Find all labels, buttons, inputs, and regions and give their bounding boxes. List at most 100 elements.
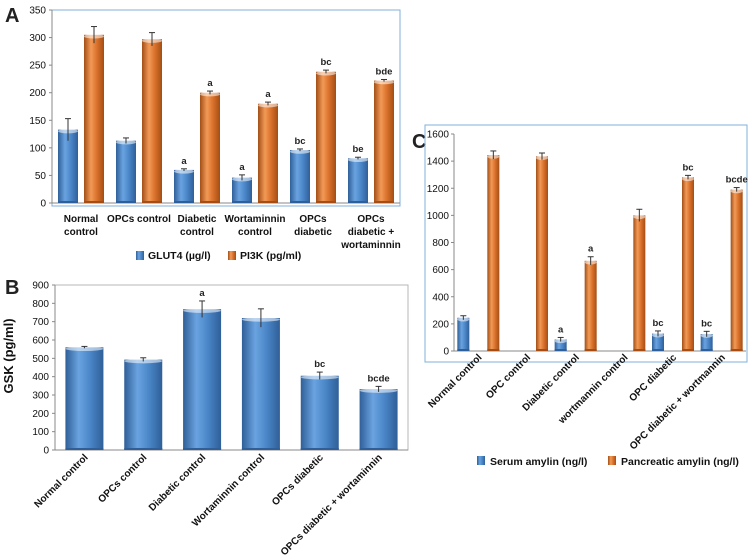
panel-b-bar bbox=[183, 309, 222, 450]
panel-a-bar bbox=[142, 39, 162, 204]
panel-a-bar-base bbox=[200, 201, 220, 203]
legend-glut4-label: GLUT4 (µg/l) bbox=[148, 250, 211, 262]
panel-b-bar-base bbox=[300, 448, 339, 450]
panel-c-bar-base bbox=[633, 349, 646, 351]
panel-a-bar bbox=[290, 150, 310, 203]
panel-a-significance-label: a bbox=[239, 162, 245, 173]
panel-a-letter: A bbox=[5, 5, 19, 27]
panel-a-ytick-label: 50 bbox=[35, 171, 47, 182]
panel-a-bar-base bbox=[348, 201, 368, 203]
panel-a-bar-cap bbox=[290, 149, 310, 154]
panel-b-ytick-label: 100 bbox=[32, 427, 49, 438]
panel-b-category-label: OPCs diabetic bbox=[270, 452, 326, 508]
panel-b-ytick-label: 400 bbox=[32, 372, 49, 383]
panel-c-significance-label: a bbox=[588, 244, 594, 255]
panel-c-bar bbox=[554, 339, 567, 351]
panel-a-significance-label: bc bbox=[294, 136, 305, 147]
panel-b-ytick-label: 700 bbox=[32, 317, 49, 328]
panel-b-bar bbox=[359, 389, 398, 450]
panel-a-category-label: control bbox=[64, 227, 98, 238]
panel-c-significance-label: bc bbox=[652, 318, 663, 329]
panel-b-bar bbox=[300, 375, 339, 450]
panel-c-ytick-label: 200 bbox=[432, 319, 449, 330]
panel-c-significance-label: bc bbox=[682, 162, 693, 173]
panel-b-significance-label: a bbox=[199, 288, 205, 299]
panel-b-bar bbox=[124, 359, 163, 450]
panel-a: A 0 50 100 150 200 250 300 350 Normal control OPCs… bbox=[5, 5, 401, 262]
panel-a-significance-label: bc bbox=[320, 57, 331, 68]
panel-c-bar-base bbox=[682, 349, 694, 351]
panel-c-bar bbox=[584, 260, 597, 351]
legend-pi3k-swatch bbox=[228, 251, 236, 260]
panel-a-category-label: Wortaminnin bbox=[225, 214, 286, 225]
panel-a-significance-label: bde bbox=[376, 66, 393, 77]
panel-c-bar-base bbox=[487, 349, 500, 351]
panel-a-bar bbox=[116, 140, 136, 203]
panel-a-bar-base bbox=[290, 201, 310, 203]
legend-glut4-swatch bbox=[136, 251, 144, 260]
panel-a-category-label: OPCs bbox=[299, 214, 327, 225]
panel-c-significance-label: bcde bbox=[726, 175, 748, 186]
panel-b-category-label: Diabetic control bbox=[147, 452, 208, 513]
legend-pancreatic-label: Pancreatic amylin (ng/l) bbox=[621, 456, 739, 468]
panel-a-bar-base bbox=[174, 201, 194, 203]
panel-a-ytick-label: 200 bbox=[29, 88, 46, 99]
panel-a-bar bbox=[84, 34, 104, 203]
panel-c-ytick-label: 400 bbox=[432, 292, 449, 303]
panel-a-bar bbox=[232, 177, 252, 203]
panel-c-bar-base bbox=[457, 349, 470, 351]
panel-a-bar-base bbox=[232, 201, 252, 203]
panel-a-bar-base bbox=[316, 201, 336, 203]
panel-c-bar-base bbox=[652, 349, 664, 351]
panel-b-category-label: OPCs control bbox=[96, 452, 149, 505]
panel-c-bar bbox=[487, 155, 500, 351]
panel-b-ytick-label: 900 bbox=[32, 281, 49, 292]
panel-a-category-label: Diabetic bbox=[178, 214, 217, 225]
panel-b-ytick-label: 800 bbox=[32, 299, 49, 310]
panel-b-plot: 0 100 200 300 400 500 600 700 800 900 Normal contr… bbox=[32, 281, 409, 558]
panel-a-bar-base bbox=[142, 201, 162, 203]
panel-a-category-label: control bbox=[238, 227, 272, 238]
panel-a-bar-base bbox=[58, 201, 78, 203]
panel-a-significance-label: a bbox=[265, 89, 271, 100]
panel-b-ytick-label: 600 bbox=[32, 336, 49, 347]
panel-c-ytick-label: 1600 bbox=[427, 130, 450, 141]
panel-b-ytick-label: 300 bbox=[32, 391, 49, 402]
panel-a-category-label: OPCs control bbox=[107, 214, 171, 225]
panel-b-category-label: OPCs diabetic + wortaminnin bbox=[279, 452, 385, 558]
panel-c-significance-label: bc bbox=[701, 318, 712, 329]
panel-c-frame bbox=[424, 124, 748, 363]
panel-a-bar bbox=[200, 92, 220, 203]
panel-a-bar bbox=[374, 80, 394, 203]
panel-a-bar-base bbox=[84, 201, 104, 203]
panel-c: C 0 200 400 600 800 1000 1200 1400 1600 Normal co… bbox=[412, 124, 748, 468]
panel-c-bar bbox=[457, 317, 470, 351]
panel-c-letter: C bbox=[412, 131, 426, 153]
panel-b-bar-base bbox=[359, 448, 398, 450]
panel-a-bar-base bbox=[116, 201, 136, 203]
panel-c-category-label: OPC control bbox=[484, 352, 533, 401]
panel-b-bar bbox=[65, 347, 104, 450]
panel-b-bar-base bbox=[124, 448, 163, 450]
panel-c-ytick-label: 1200 bbox=[427, 184, 450, 195]
panel-c-category-label: OPC diabetic bbox=[627, 352, 679, 404]
panel-a-bar-cap bbox=[348, 157, 368, 163]
panel-a-ytick-label: 350 bbox=[29, 6, 46, 17]
panel-b-bar-cap bbox=[65, 346, 104, 352]
panel-c-category-label: OPC diabetic + wortmannin bbox=[628, 352, 728, 452]
panel-c-bar bbox=[700, 334, 713, 351]
panel-b: B GSK (pg/ml) 0 100 200 300 400 500 600 700 800 9… bbox=[1, 277, 409, 558]
panel-a-ytick-label: 100 bbox=[29, 143, 46, 154]
panel-a-significance-label: a bbox=[207, 78, 213, 89]
panel-b-bar bbox=[241, 318, 280, 450]
legend-pancreatic-swatch bbox=[608, 456, 616, 465]
panel-c-ytick-label: 600 bbox=[432, 265, 449, 276]
panel-a-significance-label: a bbox=[181, 156, 187, 167]
panel-a-bar bbox=[258, 103, 278, 203]
panel-c-ytick-label: 800 bbox=[432, 238, 449, 249]
panel-c-bar bbox=[536, 156, 548, 351]
panel-c-bar bbox=[633, 215, 646, 351]
panel-a-bar-base bbox=[374, 201, 394, 203]
panel-c-bar-base bbox=[554, 349, 567, 351]
panel-b-ylabel: GSK (pg/ml) bbox=[1, 318, 16, 393]
